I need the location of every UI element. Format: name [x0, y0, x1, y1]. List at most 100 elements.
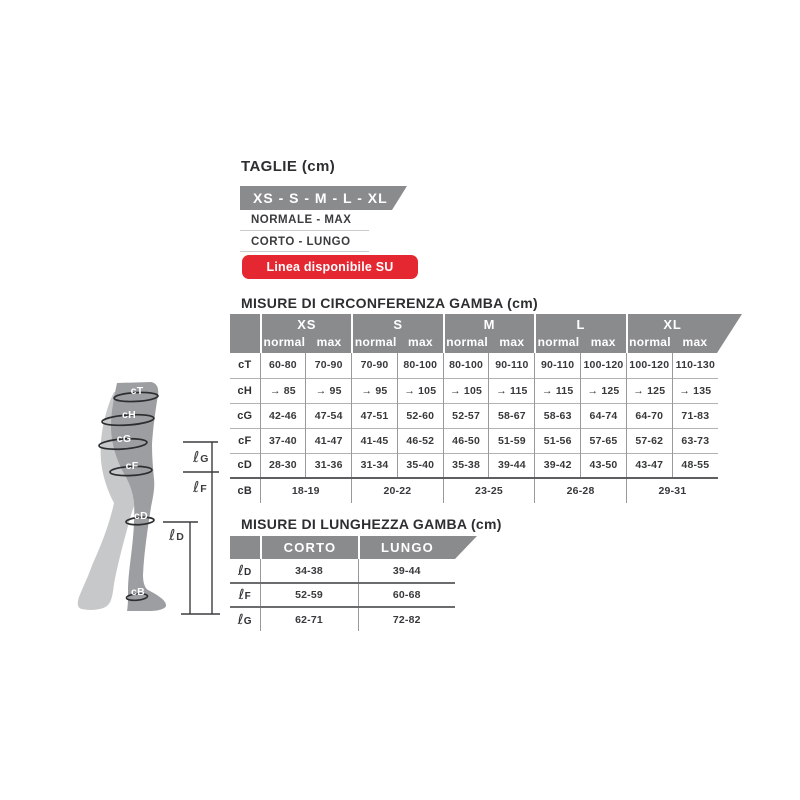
cell: 52-57 — [442, 402, 489, 428]
cell: 58-67 — [488, 402, 535, 428]
cell: 90-110 — [488, 353, 535, 378]
taglie-title: TAGLIE (cm) — [241, 158, 336, 175]
cell: 48-55 — [671, 452, 718, 478]
girth-cg — [98, 437, 148, 451]
girth-ct — [113, 391, 159, 403]
length-table-title: MISURE DI LUNGHEZZA GAMBA (cm) — [241, 516, 502, 532]
length-table-header: CORTO LUNGO — [230, 536, 477, 559]
size-label: XS — [297, 317, 317, 332]
cell: → 105 — [396, 377, 444, 403]
cell: 43-47 — [625, 452, 673, 478]
cell: 110-130 — [671, 353, 718, 378]
cell: 63-73 — [671, 427, 718, 453]
cell: → 125 — [625, 377, 673, 403]
subcol-normal: normal — [629, 335, 671, 349]
cell: 28-30 — [259, 452, 306, 478]
size-label: M — [483, 317, 496, 332]
option-corto-lungo: CORTO - LUNGO — [251, 236, 351, 248]
header-spacer-cell — [230, 536, 260, 559]
girth-cf — [109, 465, 153, 477]
row-label: cD — [230, 452, 260, 478]
subcol-normal: normal — [263, 335, 306, 349]
row-label: ℓF — [230, 582, 260, 607]
subcol-max: max — [682, 335, 708, 349]
subcol-max: max — [590, 335, 616, 349]
cell: → 135 — [671, 377, 718, 403]
cell: 42-46 — [259, 402, 306, 428]
subcol-normal: normal — [446, 335, 489, 349]
table-row-ch: cH → 85 → 95 → 95 → 105 → 105 → 115 → 115 → … — [230, 377, 718, 403]
cell: 80-100 — [396, 353, 444, 378]
cell: 57-65 — [580, 427, 627, 453]
cell: 64-74 — [580, 402, 627, 428]
girth-cb — [125, 592, 149, 602]
leg-point-cd: cD — [134, 510, 148, 522]
cell: 47-51 — [351, 402, 398, 428]
letter: G — [243, 615, 252, 627]
cell: → 105 — [442, 377, 489, 403]
cell: 100-120 — [580, 353, 627, 378]
row-label: ℓD — [230, 559, 260, 583]
length-mark-lg: ℓG — [192, 448, 208, 466]
sizes-bar-label: XS - S - M - L - XL — [253, 190, 388, 206]
cell: → 115 — [534, 377, 581, 403]
length-mark-lf: ℓF — [192, 478, 207, 496]
row-label: cH — [230, 377, 260, 403]
size-label: XL — [663, 317, 682, 332]
size-group-s: S normal max — [351, 314, 442, 353]
cell-merged: 23-25 — [442, 477, 535, 503]
cell: 37-40 — [259, 427, 306, 453]
cell: → 125 — [580, 377, 627, 403]
script-ell: ℓ — [237, 611, 244, 628]
row-label: cB — [230, 477, 260, 503]
cell: → 95 — [305, 377, 352, 403]
divider — [240, 251, 369, 252]
divider — [240, 230, 369, 231]
cell: → 95 — [351, 377, 398, 403]
subcol-normal: normal — [537, 335, 580, 349]
cell: 35-38 — [442, 452, 489, 478]
girth-cd — [125, 516, 155, 526]
table-row-ct: cT 60-80 70-90 70-90 80-100 80-100 90-110 9… — [230, 353, 718, 378]
cell: 90-110 — [534, 353, 581, 378]
table-row-cd: cD 28-30 31-36 31-34 35-40 35-38 39-44 39-4… — [230, 452, 718, 478]
cell: 72-82 — [357, 606, 455, 631]
cell: 60-68 — [357, 582, 455, 607]
subcol-max: max — [499, 335, 525, 349]
cell: 62-71 — [259, 606, 358, 631]
cell: 70-90 — [351, 353, 398, 378]
length-measure-lines — [163, 441, 220, 615]
cell-merged: 18-19 — [259, 477, 352, 503]
size-group-l: L normal max — [534, 314, 625, 353]
circumference-table-header: XS normal max S normal max M normal max L n… — [230, 314, 742, 353]
column-corto: CORTO — [260, 536, 358, 559]
leg-point-cg: cG — [117, 433, 132, 445]
table-row-lg: ℓG 62-71 72-82 — [230, 606, 455, 631]
cell: 46-50 — [442, 427, 489, 453]
size-label: L — [576, 317, 586, 332]
option-normale-max: NORMALE - MAX — [251, 214, 352, 226]
cell: 58-63 — [534, 402, 581, 428]
size-group-xl: XL normal max — [625, 314, 742, 353]
table-row-lf: ℓF 52-59 60-68 — [230, 582, 455, 607]
table-row-ld: ℓD 34-38 39-44 — [230, 559, 455, 583]
cell: 43-50 — [580, 452, 627, 478]
table-row-cf: cF 37-40 41-47 41-45 46-52 46-50 51-59 51-5… — [230, 427, 718, 453]
cell: 46-52 — [396, 427, 444, 453]
length-table: ℓD 34-38 39-44 ℓF 52-59 60-68 ℓG 62-71 7… — [230, 559, 455, 631]
cell: 51-56 — [534, 427, 581, 453]
cell: 31-36 — [305, 452, 352, 478]
cell: 39-44 — [357, 559, 455, 583]
cell: 47-54 — [305, 402, 352, 428]
row-label: cG — [230, 402, 260, 428]
cell-merged: 29-31 — [625, 477, 718, 503]
cell: 57-62 — [625, 427, 673, 453]
sizes-bar: XS - S - M - L - XL — [240, 186, 407, 210]
table-row-cg: cG 42-46 47-54 47-51 52-60 52-57 58-67 58-6… — [230, 402, 718, 428]
cell: 39-44 — [488, 452, 535, 478]
letter: D — [244, 566, 252, 578]
cell: 71-83 — [671, 402, 718, 428]
size-group-xs: XS normal max — [260, 314, 351, 353]
letter: F — [244, 591, 251, 602]
